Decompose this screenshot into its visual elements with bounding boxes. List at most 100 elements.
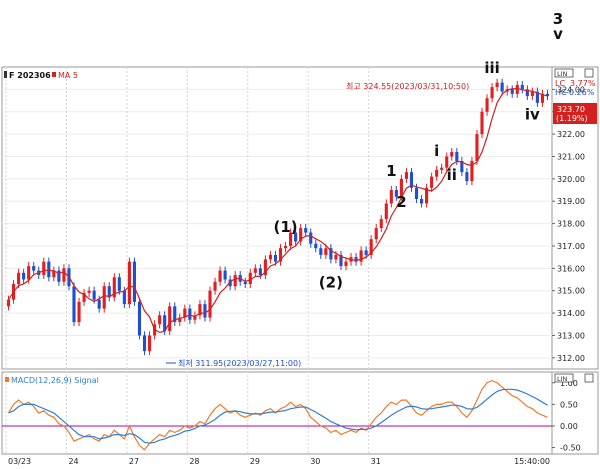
candle <box>435 165 439 181</box>
candle-body <box>22 272 26 280</box>
low-annotation: 최저 311.95(2023/03/27,11:00) <box>178 358 301 368</box>
candle <box>425 183 429 208</box>
candle-body <box>530 91 534 97</box>
wave-label: ii <box>447 166 457 184</box>
macd-tag-text: LIN <box>557 375 568 383</box>
candle-body <box>329 248 333 260</box>
candle <box>248 268 252 289</box>
candle-body <box>490 87 494 99</box>
candle-body <box>52 270 56 278</box>
candle-body <box>535 91 539 103</box>
x-tick-label: 31 <box>371 457 381 466</box>
candle <box>419 194 424 208</box>
current-change: (1.19%) <box>556 114 588 123</box>
candle <box>319 244 323 259</box>
candle <box>223 266 227 284</box>
candle <box>208 286 212 322</box>
candle <box>193 311 197 324</box>
candle-body <box>218 270 222 282</box>
candle <box>389 186 393 208</box>
candle-body <box>253 268 257 273</box>
candle-body <box>414 187 419 199</box>
candle <box>57 266 61 286</box>
candle <box>283 241 288 253</box>
candle-body <box>485 98 489 112</box>
candle-body <box>404 172 409 179</box>
candle-body <box>470 160 474 182</box>
wave-label: (2) <box>319 273 343 291</box>
candle-body <box>324 248 328 255</box>
candle-body <box>268 254 273 260</box>
current-price: 323.70 <box>557 105 585 114</box>
candle <box>243 277 247 289</box>
candle <box>87 286 91 297</box>
candle-body <box>545 93 550 97</box>
candle-body <box>122 290 126 305</box>
candle-body <box>369 239 373 255</box>
wave-label: 2 <box>396 193 406 211</box>
candle-body <box>455 152 459 161</box>
candle-body <box>540 93 545 103</box>
candle <box>384 199 388 224</box>
candle <box>324 244 328 259</box>
candle-body <box>137 301 142 336</box>
candle-body <box>132 261 137 302</box>
candle-body <box>495 82 499 88</box>
y-tick-label: 314.00 <box>557 309 585 318</box>
candle-body <box>475 134 479 161</box>
candle <box>409 168 414 192</box>
candle-body <box>243 281 247 284</box>
candle-body <box>339 254 343 267</box>
corner-wave-letter: v <box>553 25 563 43</box>
symbol-label: F 202306 <box>9 71 51 80</box>
candle-body <box>163 315 167 331</box>
candle <box>339 250 343 271</box>
macd-tick-label: 0.00 <box>560 422 578 431</box>
candle <box>183 304 187 322</box>
candle-body <box>213 281 217 291</box>
candle <box>122 286 126 309</box>
candle-body <box>102 286 106 309</box>
candle <box>359 246 363 266</box>
candle-body <box>359 250 363 262</box>
candle-body <box>299 228 303 242</box>
candle-body <box>82 292 86 302</box>
y-tick-label: 312.00 <box>557 354 585 363</box>
candle <box>455 147 459 165</box>
candle-body <box>425 187 429 204</box>
macd-panel-icon[interactable] <box>584 373 594 383</box>
candle-body <box>374 228 378 240</box>
candle-body <box>203 304 207 318</box>
x-tick-label: 27 <box>129 457 139 466</box>
candle <box>309 228 313 248</box>
candle <box>535 87 539 107</box>
candle-body <box>515 84 519 94</box>
candle <box>127 257 131 309</box>
y-tick-label: 313.00 <box>557 331 585 340</box>
candle <box>263 255 267 280</box>
candle-body <box>17 272 21 284</box>
candle <box>132 257 137 306</box>
candle-body <box>294 232 298 242</box>
hc-value: -0.26% <box>566 88 595 97</box>
candle-body <box>445 156 449 168</box>
candle <box>430 172 434 192</box>
candle <box>158 311 162 329</box>
candle <box>510 85 514 98</box>
signal-line <box>8 388 548 444</box>
candle <box>72 282 76 327</box>
candle-body <box>72 286 76 323</box>
candle-body <box>304 228 308 233</box>
candle-body <box>379 219 383 229</box>
candle-body <box>354 257 358 262</box>
candle-body <box>147 335 152 352</box>
macd-axis-panel <box>551 371 599 455</box>
candle <box>173 302 177 327</box>
candle-body <box>248 272 252 284</box>
candle-body <box>460 160 464 173</box>
candle <box>540 89 545 107</box>
candle-body <box>500 82 504 92</box>
candle <box>394 186 398 201</box>
panel-icon[interactable] <box>584 68 594 78</box>
ma5-line <box>7 87 548 333</box>
